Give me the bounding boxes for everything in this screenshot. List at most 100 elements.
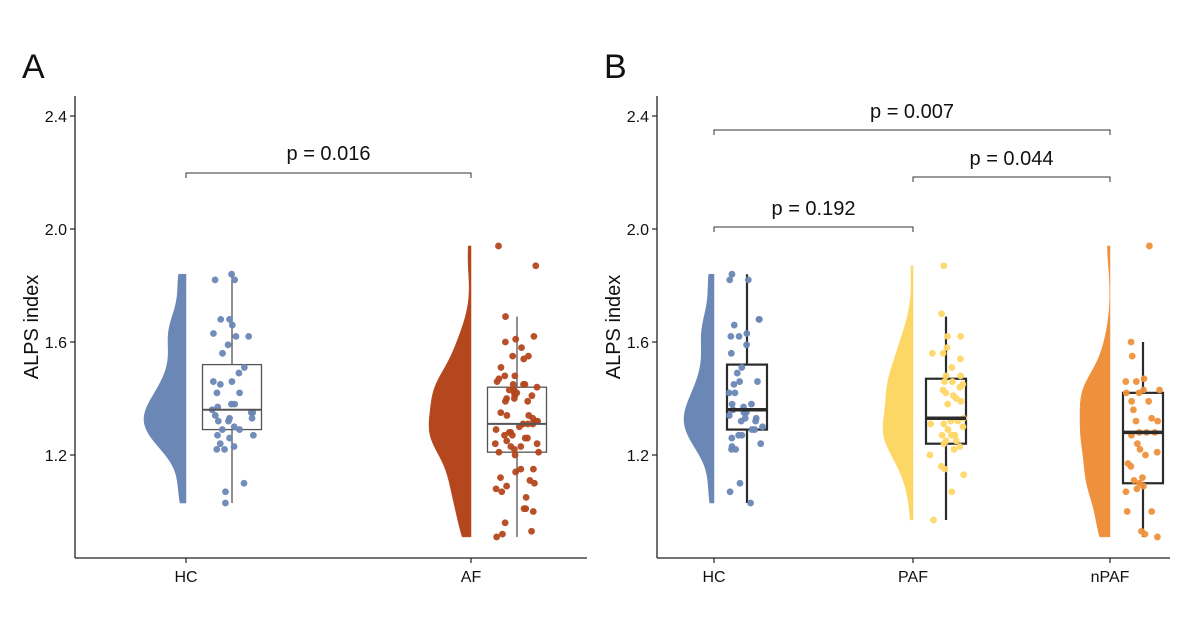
bracket-line <box>185 172 472 178</box>
data-point <box>941 465 949 473</box>
data-point <box>731 389 739 397</box>
box <box>725 363 769 431</box>
data-point <box>228 400 235 408</box>
data-point <box>735 332 743 340</box>
data-point <box>213 389 221 397</box>
data-point <box>228 378 236 385</box>
data-point <box>752 417 759 425</box>
data-point <box>236 426 243 433</box>
data-point <box>1135 389 1143 397</box>
data-point <box>940 440 948 448</box>
data-point <box>497 409 505 417</box>
panel-b: B 1.2 1.6 2.0 2.4 ALPS index HC PAF nPAF p = 0.00… <box>603 48 1170 586</box>
bracket-line <box>912 176 1111 182</box>
group-hc: HC <box>143 270 263 586</box>
data-point <box>529 465 537 473</box>
data-point <box>512 335 520 343</box>
data-point <box>222 488 229 496</box>
data-point <box>1122 488 1130 496</box>
data-point <box>1148 508 1156 515</box>
data-point <box>1128 352 1136 360</box>
data-point <box>218 426 226 433</box>
data-point <box>940 262 948 270</box>
data-point <box>235 369 243 377</box>
data-point <box>213 445 221 453</box>
box <box>1121 391 1165 485</box>
data-point <box>1139 482 1147 490</box>
data-point <box>1127 462 1135 470</box>
box <box>486 386 548 453</box>
data-point <box>209 378 217 385</box>
data-point <box>221 445 228 453</box>
data-point <box>511 372 519 380</box>
y-axis-title: ALPS index <box>603 275 625 380</box>
data-point <box>512 468 520 476</box>
data-point <box>725 412 733 419</box>
data-point <box>727 349 735 357</box>
data-point <box>949 378 956 385</box>
data-point <box>948 488 956 496</box>
significance-bracket: p = 0.016 <box>185 143 472 178</box>
data-point <box>493 378 501 385</box>
data-point <box>493 533 501 541</box>
data-point <box>1129 406 1137 414</box>
data-point <box>733 369 741 377</box>
data-point <box>1145 397 1153 405</box>
y-axis-title: ALPS index <box>21 275 43 380</box>
data-point <box>524 434 531 442</box>
data-point <box>211 412 219 419</box>
data-point <box>1136 445 1144 453</box>
data-point <box>926 451 934 459</box>
data-point <box>1156 386 1163 394</box>
data-point <box>956 355 964 363</box>
data-point <box>938 310 945 318</box>
data-point <box>1148 414 1156 422</box>
data-point <box>503 412 511 419</box>
data-point <box>727 332 735 340</box>
data-point <box>245 332 253 340</box>
data-point <box>959 423 967 431</box>
p-value-label: p = 0.192 <box>772 198 856 220</box>
data-point <box>747 499 755 507</box>
p-value-label: p = 0.007 <box>870 101 954 123</box>
data-point <box>728 270 736 278</box>
data-point <box>1122 378 1130 385</box>
data-point <box>532 262 540 270</box>
density-hc <box>683 273 715 504</box>
y-tick-label: 2.4 <box>627 109 649 126</box>
data-point <box>944 426 952 433</box>
data-point <box>928 349 936 357</box>
data-point <box>940 420 948 428</box>
data-point <box>214 417 222 425</box>
data-point <box>491 440 499 448</box>
data-point <box>957 372 965 380</box>
data-point <box>501 519 509 527</box>
data-point <box>503 482 511 490</box>
data-point <box>1128 397 1136 405</box>
panel-a: A 1.2 1.6 2.0 2.4 ALPS index HC AF p = 0.016 <box>21 48 587 586</box>
data-point <box>240 364 248 371</box>
data-point <box>520 355 528 363</box>
data-point <box>1130 477 1138 484</box>
data-point <box>531 479 538 487</box>
bracket-line <box>713 129 1111 135</box>
data-point <box>759 423 766 431</box>
data-point <box>232 332 240 340</box>
x-tick-label: nPAF <box>1091 569 1130 586</box>
data-point <box>533 383 541 391</box>
data-point <box>939 349 947 357</box>
data-point <box>930 516 937 524</box>
data-point <box>943 344 951 352</box>
data-point <box>1133 440 1141 448</box>
data-point <box>738 364 746 371</box>
data-point <box>222 499 229 507</box>
data-point <box>248 414 256 422</box>
data-point <box>757 440 765 448</box>
density-hc <box>143 273 187 504</box>
data-point <box>517 443 525 450</box>
data-point <box>1122 389 1130 397</box>
y-tick-label: 2.0 <box>45 222 67 239</box>
data-point <box>216 380 224 388</box>
data-point <box>249 409 257 417</box>
